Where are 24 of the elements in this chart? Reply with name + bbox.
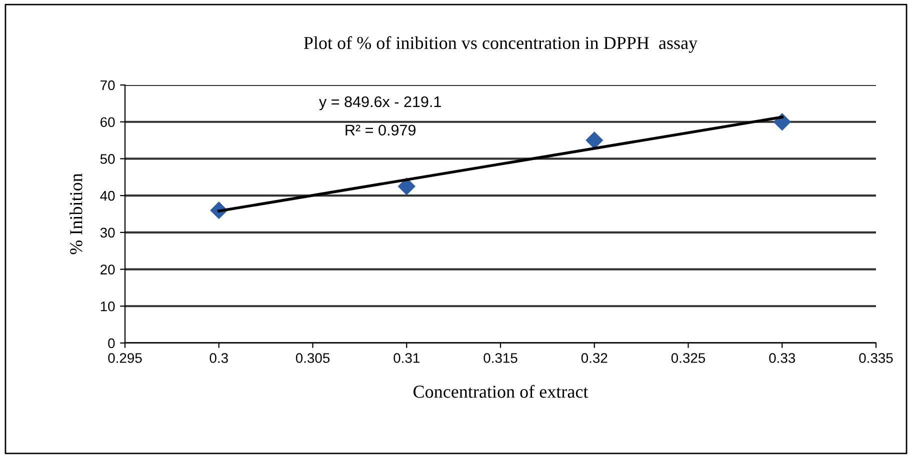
y-tick-label: 70	[100, 80, 115, 90]
chart-title: Plot of % of inibition vs concentration in DPPH assay	[304, 36, 698, 53]
y-tick-label: 40	[100, 190, 115, 201]
point	[398, 178, 416, 195]
x-tick-label: 0.315	[484, 353, 518, 363]
y-axis-title: % Inibition	[70, 173, 82, 254]
y-tick-label: 20	[100, 264, 115, 274]
x-tick-label: 0.3	[210, 353, 228, 363]
x-tick-label: 0.305	[296, 353, 330, 363]
annotation: y = 849.6x - 219.1	[319, 96, 441, 110]
x-tick-label: 0.335	[859, 353, 893, 363]
x-tick-label: 0.31	[394, 353, 420, 363]
y-tick-label: 30	[100, 228, 115, 238]
x-tick-label: 0.32	[581, 353, 608, 363]
x-tick-label: 0.325	[671, 353, 706, 363]
y-tick-label: 50	[100, 154, 115, 164]
y-tick-label: 10	[100, 301, 115, 312]
x-tick-label: 0.33	[769, 353, 796, 363]
point	[586, 132, 603, 149]
y-tick-label: 0	[108, 338, 115, 348]
y-tick-label: 60	[100, 117, 115, 128]
x-tick-label: 0.295	[108, 353, 142, 363]
x-axis-title: Concentration of extract	[414, 384, 588, 398]
annotation: R² = 0.979	[346, 124, 416, 136]
